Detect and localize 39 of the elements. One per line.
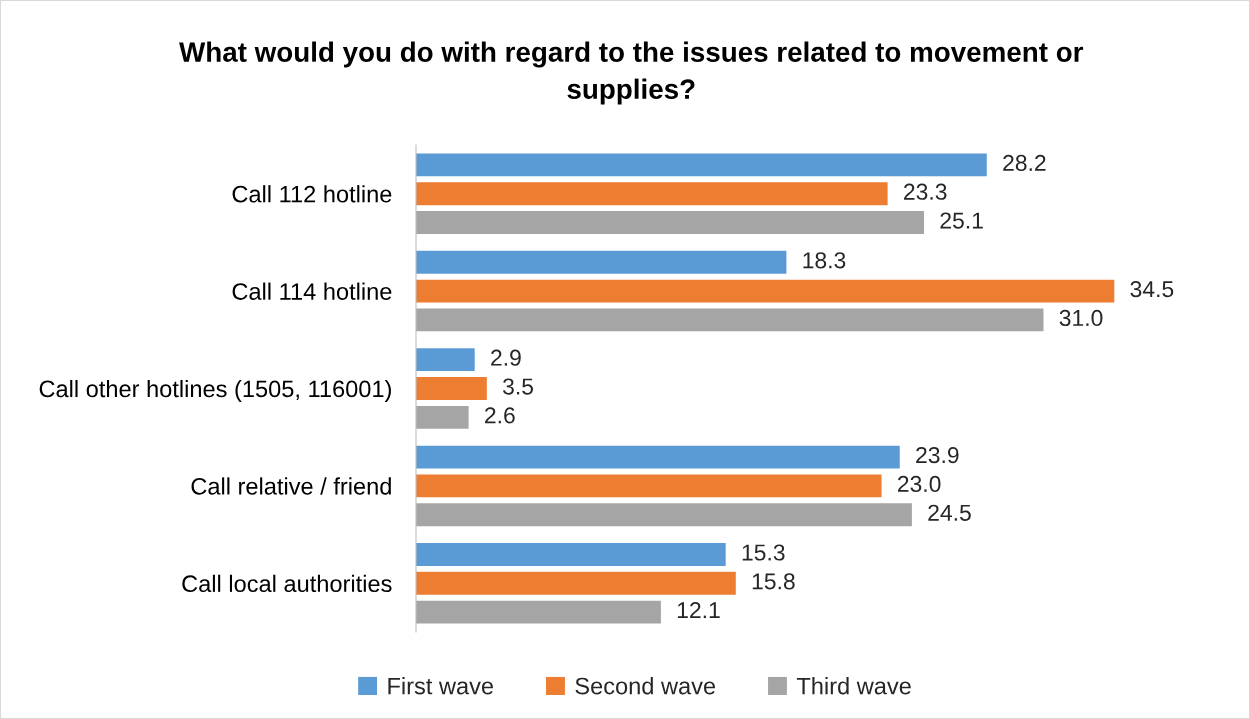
legend-label: Third wave: [796, 677, 911, 695]
chart-title: What would you do with regard to the issues related to movement or supplies?: [179, 41, 1084, 105]
bar: [416, 405, 469, 429]
data-label: 2.9: [491, 349, 521, 366]
data-label: 23.0: [897, 475, 941, 493]
bar: [416, 153, 987, 177]
bar: [416, 474, 882, 498]
bar: [416, 571, 736, 595]
data-label: 2.6: [485, 407, 515, 424]
bar: [416, 600, 661, 624]
bar: [416, 377, 487, 400]
bar: [416, 211, 925, 234]
data-label: 18.3: [803, 252, 846, 269]
bar: [416, 308, 1044, 332]
data-label: 34.5: [1130, 281, 1174, 298]
bar: [416, 445, 900, 469]
data-label: 23.3: [904, 183, 947, 200]
data-label: 28.2: [1003, 154, 1046, 172]
data-label: 23.9: [916, 446, 959, 464]
data-label: 15.8: [752, 573, 795, 590]
legend-label: Second wave: [575, 677, 716, 695]
y-tick-label: Call other hotlines (1505, 116001): [39, 379, 391, 402]
bar: [416, 250, 787, 274]
bar: [416, 543, 726, 566]
legend-label: First wave: [388, 677, 494, 695]
data-label: 15.3: [742, 544, 785, 561]
y-tick-label: Call relative / friend: [191, 477, 391, 495]
bar: [416, 503, 912, 527]
y-tick-label: Call local authorities: [182, 574, 392, 593]
data-label: 24.5: [928, 504, 971, 521]
data-label: 3.5: [502, 378, 534, 395]
y-tick-label: Call 112 hotline: [232, 185, 392, 203]
y-tick-label: Call 114 hotline: [232, 282, 392, 300]
bar: [416, 182, 888, 206]
data-label: 12.1: [677, 602, 720, 619]
data-label: 31.0: [1059, 309, 1103, 327]
data-label: 25.1: [940, 212, 983, 229]
bar: [416, 279, 1115, 303]
bar: [416, 348, 475, 372]
